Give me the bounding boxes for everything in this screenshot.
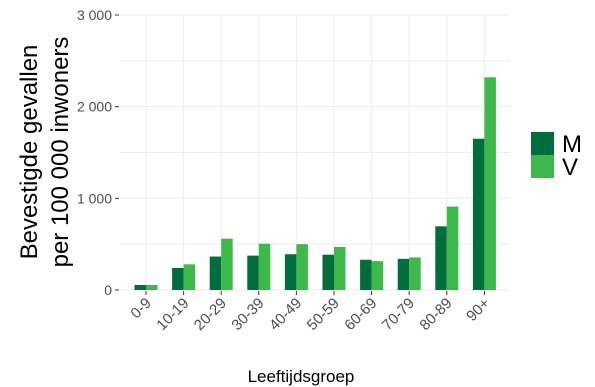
bar-v-90+	[484, 77, 496, 290]
y-axis-title-line-1: Bevestigde gevallen	[16, 45, 43, 260]
legend-swatch-m	[531, 132, 554, 155]
x-tick-label: 40-49	[266, 295, 305, 334]
bar-m-30-39	[247, 255, 259, 290]
legend-swatch-v	[531, 155, 554, 178]
bar-v-0-9	[146, 284, 158, 290]
x-tick-label: 90+	[463, 295, 493, 325]
legend: MV	[531, 131, 582, 181]
bar-m-20-29	[209, 256, 222, 290]
bar-v-70-79	[409, 257, 421, 290]
legend-label-m: M	[562, 131, 582, 158]
x-tick-label: 0-9	[127, 295, 154, 322]
grid-lines	[120, 14, 510, 291]
x-tick-label: 20-29	[191, 295, 230, 334]
bar-v-10-19	[183, 264, 196, 290]
x-tick-label: 60-69	[341, 295, 380, 334]
legend-label-v: V	[562, 154, 578, 181]
x-tick-label: 30-39	[228, 295, 267, 334]
bar-v-40-49	[296, 244, 308, 290]
bar-v-60-69	[371, 261, 384, 290]
x-axis-title: Leeftijdsgroep	[248, 367, 355, 386]
bar-v-50-59	[334, 246, 346, 290]
y-axis: 0 1 000 2 000 3 000	[77, 7, 119, 298]
y-tick-label: 0	[104, 282, 112, 298]
y-tick-label: 1 000	[77, 190, 112, 206]
bar-v-80-89	[446, 206, 459, 290]
bar-v-30-39	[258, 243, 271, 290]
y-tick-label: 3 000	[77, 7, 112, 23]
bar-m-0-9	[134, 284, 146, 290]
x-tick-label: 80-89	[416, 295, 455, 334]
bar-m-10-19	[172, 268, 184, 290]
bar-v-20-29	[221, 238, 233, 290]
x-axis: 0-910-1920-2930-3940-4950-5960-6970-7980…	[127, 291, 493, 334]
x-tick-label: 10-19	[153, 295, 192, 334]
bar-m-90+	[472, 138, 485, 290]
bar-m-60-69	[360, 259, 372, 290]
y-tick-label: 2 000	[77, 99, 112, 115]
bar-m-70-79	[397, 258, 410, 290]
bar-m-40-49	[284, 254, 297, 290]
bar-m-50-59	[322, 254, 334, 290]
x-tick-label: 50-59	[304, 295, 343, 334]
y-axis-title-line-2: per 100 000 inwoners	[47, 37, 74, 268]
bar-m-80-89	[435, 226, 447, 290]
bars	[134, 77, 496, 290]
x-tick-label: 70-79	[379, 295, 418, 334]
